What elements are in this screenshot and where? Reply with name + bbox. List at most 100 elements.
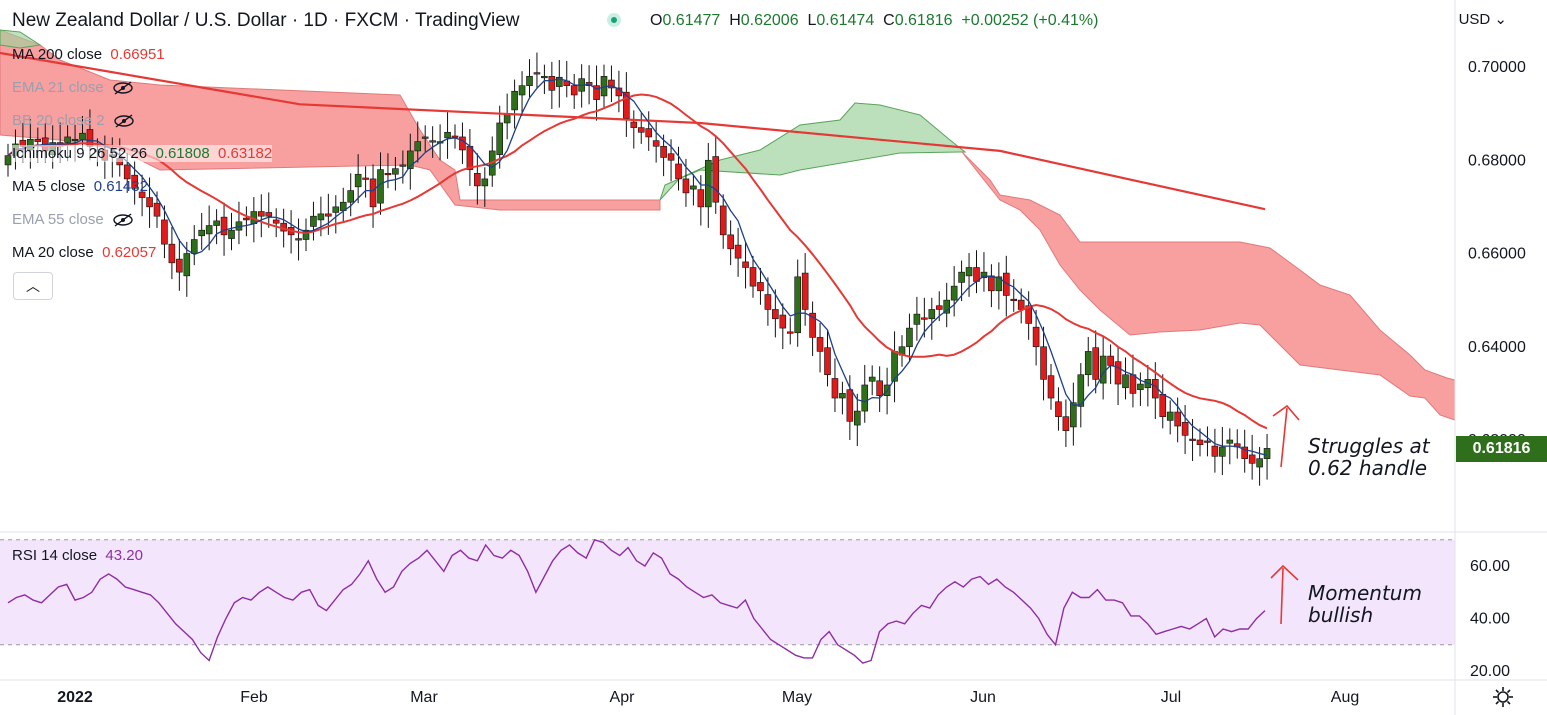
candle-body	[1181, 421, 1189, 436]
candle-body	[257, 211, 265, 217]
candle-body	[719, 205, 727, 236]
candle-body	[153, 202, 161, 217]
candle-body	[1092, 347, 1099, 380]
price-tick-label: 0.66000	[1468, 246, 1526, 263]
legend-ema21[interactable]: EMA 21 close	[12, 79, 134, 96]
candle-body	[1196, 439, 1204, 445]
gear-icon[interactable]	[1492, 686, 1514, 708]
candle-body	[1256, 458, 1263, 468]
candle-body	[146, 197, 153, 208]
candle-body	[1010, 298, 1018, 301]
candle-body	[1174, 411, 1181, 427]
candle-body	[302, 229, 310, 240]
up-arrow-icon	[1272, 404, 1300, 421]
time-tick-label: 2022	[57, 689, 93, 706]
candle-body	[928, 309, 936, 320]
candle-body	[548, 76, 556, 91]
eye-off-icon[interactable]	[112, 81, 134, 95]
candle-body	[921, 317, 928, 320]
candle-body	[630, 121, 638, 128]
ma20-line	[7, 93, 1268, 430]
candle-body	[727, 234, 734, 250]
ma200-line	[0, 51, 1266, 211]
up-arrow-icon	[1280, 407, 1288, 468]
ma5-line	[7, 78, 1268, 456]
price-tick-label: 0.68000	[1468, 152, 1526, 169]
candle-body	[384, 173, 392, 176]
candle-body	[645, 128, 653, 138]
candle-body	[392, 168, 399, 175]
price-tick-label: 0.64000	[1468, 339, 1526, 356]
time-tick-label: Mar	[410, 689, 438, 706]
candle-body	[317, 213, 325, 221]
candle-body	[213, 220, 220, 226]
candle-body	[816, 337, 824, 352]
candle-body	[325, 213, 332, 217]
candle-body	[1166, 411, 1174, 421]
candle-body	[406, 150, 414, 169]
candle-body	[988, 275, 995, 292]
legend-ichimoku[interactable]: Ichimoku 9 26 52 26 0.61808 0.63182	[12, 145, 273, 162]
candle-body	[660, 145, 667, 158]
candle-body	[1263, 448, 1271, 459]
candle-body	[593, 85, 600, 100]
time-tick-label: Feb	[240, 689, 268, 706]
candle-body	[1025, 305, 1032, 324]
candle-body	[354, 173, 362, 188]
candle-body	[1047, 375, 1055, 399]
collapse-legend-button[interactable]: ︿	[13, 272, 53, 300]
candle-body	[347, 190, 355, 203]
candle-body	[168, 243, 176, 264]
candle-body	[794, 276, 802, 334]
time-tick-label: May	[782, 689, 812, 706]
currency-selector[interactable]: USD ⌄	[1458, 11, 1507, 28]
candle-body	[1107, 355, 1114, 366]
candle-body	[824, 347, 831, 376]
candle-body	[757, 282, 764, 292]
legend-ema55[interactable]: EMA 55 close	[12, 211, 134, 228]
candle-body	[1032, 326, 1040, 348]
legend-ma5[interactable]: MA 5 close 0.61432	[12, 178, 148, 195]
rsi-tick-label: 60.00	[1470, 558, 1510, 575]
eye-off-icon[interactable]	[113, 114, 135, 128]
candle-body	[1219, 446, 1226, 457]
eye-off-icon[interactable]	[112, 213, 134, 227]
candle-body	[704, 159, 712, 208]
candle-body	[958, 271, 965, 283]
candle-body	[831, 378, 839, 399]
candle-body	[965, 267, 973, 277]
candle-body	[228, 229, 235, 239]
candle-body	[362, 177, 369, 180]
candle-body	[243, 217, 250, 221]
candle-body	[690, 185, 697, 190]
legend-bb20[interactable]: BB 20 close 2	[12, 112, 135, 129]
candle-body	[220, 216, 228, 236]
candle-body	[1248, 454, 1256, 464]
candle-body	[623, 91, 630, 119]
candle-body	[459, 136, 466, 151]
ohlc-readout: O0.61477 H0.62006 L0.61474 C0.61816 +0.0…	[650, 12, 1099, 29]
candle-body	[786, 331, 794, 334]
candle-body	[1077, 374, 1085, 407]
time-tick-label: Jul	[1161, 689, 1181, 706]
time-tick-label: Jun	[970, 689, 996, 706]
candle-body	[809, 312, 816, 338]
chart-title: New Zealand Dollar / U.S. Dollar · 1D · …	[12, 10, 520, 31]
candle-body	[131, 174, 138, 189]
candle-body	[161, 219, 168, 245]
candle-body	[533, 72, 541, 75]
candle-body	[205, 225, 213, 235]
legend-ma20[interactable]: MA 20 close 0.62057	[12, 244, 157, 261]
rsi-band	[0, 539, 1455, 645]
rsi-annotation: Momentum bullish	[1308, 581, 1422, 627]
legend-ma200[interactable]: MA 200 close 0.66951	[12, 46, 165, 63]
candle-body	[712, 156, 720, 203]
candle-body	[1211, 445, 1219, 457]
candle-body	[637, 127, 645, 133]
candle-body	[1099, 355, 1107, 384]
candle-body	[764, 294, 772, 310]
candle-body	[1062, 416, 1070, 431]
candle-body	[913, 313, 921, 325]
candle-body	[1070, 402, 1077, 428]
legend-rsi[interactable]: RSI 14 close 43.20	[12, 547, 143, 564]
